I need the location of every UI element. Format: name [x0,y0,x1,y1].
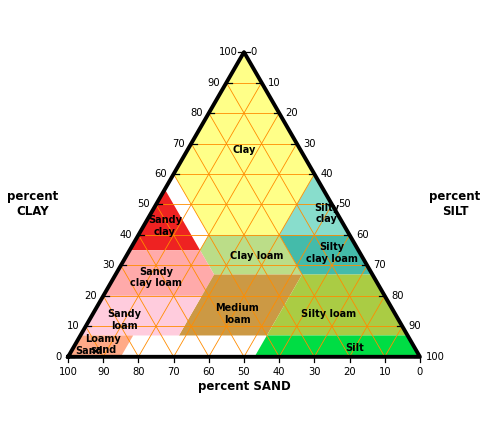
Text: Loamy
sand: Loamy sand [85,334,121,355]
Text: 70: 70 [373,261,386,270]
Text: 70: 70 [172,138,185,148]
Text: Sandy
clay loam: Sandy clay loam [130,267,182,288]
Polygon shape [68,335,133,357]
Text: 90: 90 [408,321,421,331]
Text: 50: 50 [137,200,150,209]
Polygon shape [200,235,302,275]
Polygon shape [174,52,314,235]
Text: 100: 100 [426,352,445,362]
Polygon shape [179,275,302,335]
Text: 0: 0 [417,367,423,377]
Polygon shape [267,275,407,335]
Text: percent
SILT: percent SILT [429,190,481,218]
Text: 90: 90 [207,77,220,88]
Polygon shape [130,189,200,250]
Text: Silt: Silt [346,343,364,353]
Text: Sandy
clay: Sandy clay [148,215,182,236]
Text: 20: 20 [84,291,97,301]
Text: 0: 0 [250,47,257,57]
Polygon shape [279,235,372,275]
Text: 60: 60 [203,367,215,377]
Text: Clay: Clay [232,145,256,155]
Text: Medium
loam: Medium loam [215,303,259,325]
Text: Silty
clay: Silty clay [314,203,339,225]
Text: Silty
clay loam: Silty clay loam [306,242,358,264]
Polygon shape [255,335,420,357]
Text: 100: 100 [219,47,238,57]
Text: 100: 100 [59,367,78,377]
Text: Silty loam: Silty loam [301,309,356,319]
Text: 30: 30 [102,261,115,270]
Text: 30: 30 [308,367,321,377]
Text: 10: 10 [268,77,281,88]
Polygon shape [103,250,214,296]
Text: 60: 60 [155,169,167,179]
Text: percent SAND: percent SAND [198,380,290,393]
Polygon shape [81,296,202,335]
Text: 40: 40 [273,367,285,377]
Text: 80: 80 [391,291,404,301]
Text: 50: 50 [338,200,351,209]
Text: 20: 20 [343,367,356,377]
Text: percent
CLAY: percent CLAY [7,190,59,218]
Text: 60: 60 [356,230,368,240]
Text: 20: 20 [285,108,298,118]
Text: Clay loam: Clay loam [230,251,283,261]
Text: 90: 90 [97,367,110,377]
Text: 40: 40 [321,169,333,179]
Text: 80: 80 [190,108,203,118]
Text: 30: 30 [303,138,316,148]
Text: Sand: Sand [75,346,103,356]
Text: 0: 0 [56,352,62,362]
Text: 10: 10 [67,321,80,331]
Text: 40: 40 [120,230,132,240]
Text: 50: 50 [238,367,250,377]
Polygon shape [279,174,349,235]
Text: 70: 70 [167,367,180,377]
Text: 10: 10 [378,367,391,377]
Text: Sandy
loam: Sandy loam [107,310,142,331]
Text: 80: 80 [132,367,145,377]
